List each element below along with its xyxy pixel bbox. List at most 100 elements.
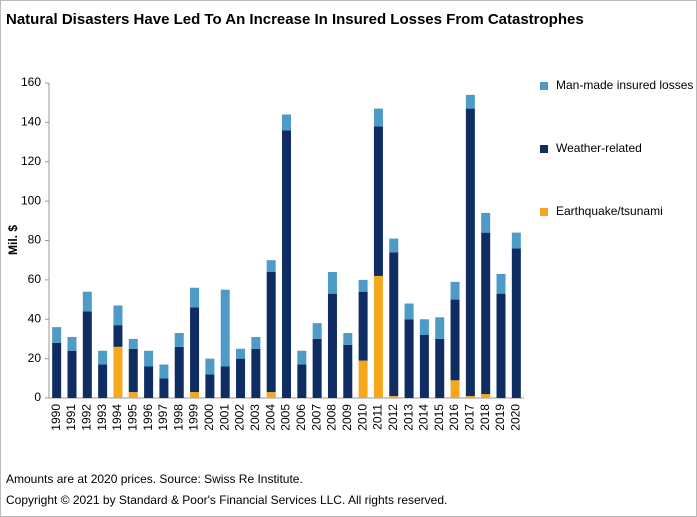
bar-segment — [190, 307, 200, 393]
bar-segment — [435, 338, 445, 398]
bar-segment — [52, 342, 62, 398]
bar-segment — [159, 364, 169, 379]
legend-label: Man-made insured losses — [556, 78, 693, 92]
bar-segment — [312, 323, 322, 339]
x-tick-label: 2003 — [248, 404, 262, 431]
bar-segment — [52, 327, 62, 343]
legend-swatch — [540, 82, 548, 90]
x-tick-label: 2005 — [279, 404, 293, 431]
bar-segment — [481, 232, 491, 395]
bar-segment — [343, 333, 353, 345]
bar-segment — [220, 289, 230, 367]
x-tick-label: 2007 — [309, 404, 323, 431]
bar-segment — [373, 275, 383, 398]
bar-segment — [282, 114, 291, 131]
x-tick-label: 2015 — [432, 404, 446, 431]
x-tick-label: 1999 — [187, 404, 201, 431]
y-tick-label: 0 — [34, 390, 41, 404]
bar-segment — [496, 273, 506, 294]
bar-segment — [389, 396, 399, 398]
bar-segment — [312, 338, 322, 398]
bar-segment — [481, 394, 491, 398]
x-tick-label: 1998 — [171, 404, 185, 431]
x-tick-label: 2008 — [325, 404, 339, 431]
x-tick-label: 1990 — [49, 404, 63, 431]
x-tick-label: 2009 — [340, 404, 354, 431]
bar-segment — [98, 350, 108, 365]
bar-segment — [358, 291, 368, 361]
bar-segment — [297, 350, 307, 365]
footnote: Copyright © 2021 by Standard & Poor's Fi… — [6, 493, 447, 507]
x-tick-label: 1995 — [125, 404, 139, 431]
bar-segment — [190, 287, 200, 308]
bar-segment — [389, 238, 399, 253]
y-tick-label: 140 — [21, 115, 41, 129]
y-tick-label: 80 — [28, 233, 42, 247]
bar-segment — [190, 392, 200, 398]
bar-segment — [511, 232, 521, 249]
bar-segment — [419, 319, 429, 335]
x-tick-label: 2011 — [371, 404, 385, 430]
bar-segment — [511, 248, 521, 398]
bar-segment — [496, 293, 506, 398]
bar-segment — [128, 338, 138, 349]
bar-segment — [465, 396, 475, 398]
x-tick-label: 2013 — [401, 404, 415, 431]
x-tick-label: 1991 — [64, 404, 78, 431]
bar-segment — [98, 364, 108, 398]
bar-segment — [266, 260, 276, 272]
x-tick-label: 1994 — [110, 404, 124, 431]
bar-segment — [327, 293, 337, 398]
bar-segment — [282, 130, 291, 398]
bar-segment — [266, 272, 276, 393]
x-tick-label: 2017 — [463, 404, 477, 431]
bar-segment — [389, 252, 399, 397]
y-tick-label: 100 — [21, 193, 41, 207]
bar-segment — [67, 336, 77, 351]
bar-segment — [251, 348, 261, 398]
y-tick-label: 40 — [28, 311, 42, 325]
y-axis-label: Mil. $ — [6, 225, 20, 255]
legend-swatch — [540, 208, 548, 216]
bar-segment — [82, 291, 92, 312]
x-tick-label: 2014 — [417, 404, 431, 431]
x-tick-label: 1996 — [141, 404, 155, 431]
x-tick-label: 2020 — [509, 404, 523, 431]
bar-segment — [113, 346, 123, 398]
bar-segment — [266, 392, 276, 398]
x-tick-label: 2018 — [478, 404, 492, 431]
x-tick-label: 2004 — [263, 404, 277, 431]
bar-segment — [251, 336, 261, 349]
x-tick-label: 2010 — [355, 404, 369, 431]
footnote: Amounts are at 2020 prices. Source: Swis… — [6, 472, 303, 486]
bar-segment — [236, 348, 246, 359]
chart-title: Natural Disasters Have Led To An Increas… — [6, 11, 584, 28]
bar-segment — [205, 358, 215, 375]
bar-segment — [481, 212, 491, 233]
x-tick-label: 2002 — [233, 404, 247, 431]
bar-segment — [128, 392, 138, 398]
bar-segment — [220, 366, 230, 398]
bar-segment — [404, 303, 414, 320]
y-tick-label: 160 — [21, 75, 41, 89]
bar-segment — [358, 360, 368, 398]
x-tick-label: 1997 — [156, 404, 170, 431]
x-tick-label: 2016 — [447, 404, 461, 431]
bar-segment — [450, 281, 460, 300]
bar-segment — [373, 108, 383, 127]
x-tick-label: 2019 — [493, 404, 507, 431]
x-tick-label: 1992 — [79, 404, 93, 431]
x-tick-label: 2000 — [202, 404, 216, 431]
bar-segment — [297, 364, 307, 398]
x-tick-label: 2012 — [386, 404, 400, 431]
bar-segment — [358, 279, 368, 292]
bar-segment — [450, 299, 460, 381]
bar-segment — [373, 126, 383, 276]
bar-segment — [174, 333, 184, 347]
bar-segment — [144, 366, 154, 398]
bar-segment — [419, 335, 429, 398]
bar-segment — [450, 380, 460, 398]
bar-segment — [236, 358, 246, 398]
bar-segment — [113, 325, 123, 347]
